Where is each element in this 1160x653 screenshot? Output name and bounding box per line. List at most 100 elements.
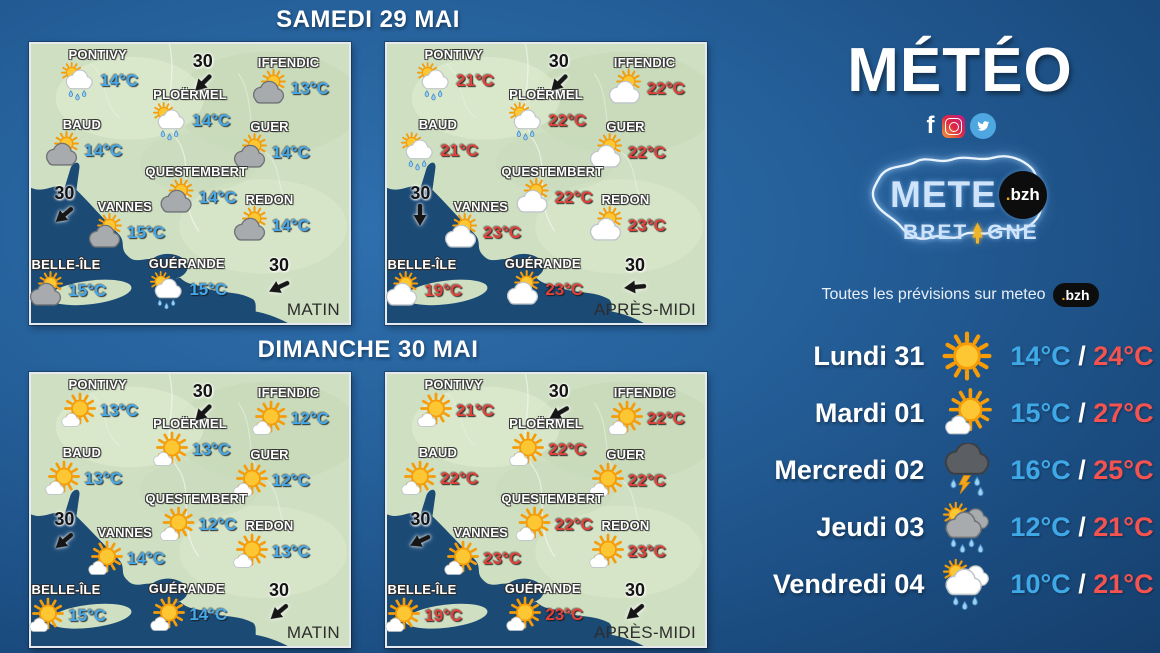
- city-forecast-pontivy: PONTIVY 13°C: [57, 377, 138, 431]
- city-name: PLOËRMEL: [153, 87, 227, 103]
- city-name: VANNES: [97, 198, 153, 214]
- city-forecast-guerande: GUÉRANDE 15°C: [146, 256, 227, 310]
- sun-cloud-rain-icon: [506, 101, 546, 141]
- city-forecast-belle-ile: BELLE-ÎLE 19°C: [381, 257, 462, 311]
- forecast-day: Jeudi 03: [816, 511, 925, 542]
- logo-wordmark: METE . bzh: [890, 171, 1047, 220]
- city-forecast-ploermel: PLOËRMEL 13°C: [150, 416, 230, 470]
- instagram-icon[interactable]: [941, 114, 965, 138]
- city-name: GUÉRANDE: [148, 580, 225, 596]
- city-name: PLOËRMEL: [509, 416, 583, 432]
- city-name: VANNES: [453, 198, 509, 214]
- period-label: APRÈS-MIDI: [593, 300, 696, 319]
- city-name: PONTIVY: [68, 46, 127, 62]
- city-temp: 12°C: [198, 514, 237, 534]
- bzh-badge: . bzh: [998, 171, 1047, 220]
- city-forecast-pontivy: PONTIVY 14°C: [57, 47, 138, 101]
- sun-cloud-rain-icon: [397, 131, 437, 171]
- city-forecast-questembert: QUESTEMBERT 14°C: [145, 164, 247, 218]
- city-name: REDON: [245, 191, 294, 207]
- forecast-temps: 16°C / 25°C: [1010, 454, 1154, 485]
- city-temp: 22°C: [554, 514, 593, 534]
- city-temp: 13°C: [100, 400, 139, 420]
- sun-cloud-icon: [381, 271, 421, 311]
- city-forecast-guer: GUER 22°C: [585, 447, 666, 501]
- city-temp: 23°C: [628, 542, 666, 562]
- forecast-day: Mardi 01: [814, 397, 925, 428]
- social-links: f: [925, 112, 996, 140]
- city-forecast-baud: BAUD 21°C: [397, 117, 478, 171]
- city-temp: 14°C: [127, 548, 166, 568]
- city-forecast-questembert: QUESTEMBERT 22°C: [501, 164, 603, 218]
- city-name: GUÉRANDE: [504, 580, 581, 596]
- city-temp: 15°C: [189, 280, 228, 300]
- city-forecast-questembert: QUESTEMBERT 22°C: [501, 491, 603, 545]
- temp-max: 24°C: [1093, 340, 1154, 371]
- sun-graycloud-rain-icon: [940, 500, 994, 554]
- map-dimanche-matin: PONTIVY 13°C IFFENDIC 12°C PLOËRMEL 13°C BAUD 1…: [29, 372, 351, 648]
- city-forecast-vannes: VANNES 15°C: [84, 199, 165, 253]
- temp-max: 27°C: [1093, 397, 1154, 428]
- city-forecast-belle-ile: BELLE-ÎLE 15°C: [25, 257, 106, 311]
- city-name: PONTIVY: [68, 376, 127, 392]
- city-name: VANNES: [97, 524, 153, 540]
- city-name: BELLE-ÎLE: [387, 257, 457, 273]
- wind-speed: 30: [410, 509, 431, 529]
- city-forecast-guerande: GUÉRANDE 23°C: [502, 256, 583, 310]
- sun-small-cloud-icon: [248, 399, 288, 439]
- city-forecast-guerande: GUÉRANDE 23°C: [502, 581, 583, 635]
- city-temp: 14°C: [189, 604, 228, 624]
- forecast-temps: 14°C / 24°C: [1010, 340, 1154, 371]
- brittany-coast-map: [31, 374, 349, 646]
- city-forecast-belle-ile: BELLE-ÎLE 15°C: [25, 582, 106, 636]
- city-name: BAUD: [418, 116, 458, 132]
- city-name: PLOËRMEL: [509, 87, 583, 103]
- wind-arrow-icon: [413, 203, 427, 226]
- logo-meteo-text: METE: [890, 174, 997, 216]
- tagline: Toutes les prévisions sur meteo . bzh: [821, 283, 1099, 308]
- wind-speed: 30: [269, 255, 290, 276]
- forecast-temps: 10°C / 21°C: [1010, 568, 1154, 599]
- map-samedi-matin: PONTIVY 14°C IFFENDIC 13°C PLOËRMEL 14°C BAUD 1…: [29, 42, 351, 325]
- sun-cloud-rain-icon: [57, 61, 97, 101]
- wind-speed: 30: [269, 579, 290, 600]
- maps-row-samedi: PONTIVY 14°C IFFENDIC 13°C PLOËRMEL 14°C BAUD 1…: [0, 42, 736, 325]
- wind-indicator: 30: [407, 510, 433, 554]
- wind-speed: 30: [192, 381, 213, 402]
- city-temp: 22°C: [554, 187, 593, 207]
- city-forecast-iffendic: IFFENDIC 13°C: [248, 55, 329, 109]
- city-forecast-questembert: QUESTEMBERT 12°C: [145, 491, 247, 545]
- sun-graycloud-icon: [25, 271, 65, 311]
- sun-cloud-icon: [502, 270, 542, 310]
- twitter-icon[interactable]: [969, 113, 996, 140]
- wind-speed: 30: [625, 579, 646, 600]
- city-temp: 23°C: [545, 280, 584, 300]
- city-temp: 14°C: [272, 143, 310, 163]
- sun-small-cloud-icon: [25, 596, 65, 636]
- wind-arrow-icon: [270, 603, 289, 619]
- city-forecast-vannes: VANNES 23°C: [440, 525, 521, 579]
- city-forecast-redon: REDON 14°C: [229, 192, 310, 246]
- brand-panel: MÉTÉO f METE . bzh: [760, 0, 1160, 653]
- wind-arrow-icon: [626, 603, 645, 619]
- city-temp: 23°C: [628, 215, 666, 235]
- city-name: GUÉRANDE: [504, 256, 581, 272]
- sun-small-cloud-icon: [84, 539, 124, 579]
- city-forecast-guerande: GUÉRANDE 14°C: [146, 581, 227, 635]
- forecast-row: Lundi 31 14°C / 24°C: [766, 329, 1154, 383]
- brittany-coast-map: [387, 374, 705, 646]
- facebook-icon[interactable]: f: [926, 112, 935, 140]
- wind-speed: 30: [410, 182, 431, 203]
- wind-arrow-icon: [410, 534, 431, 547]
- logo-bretagne-text: BRET GNE: [903, 221, 1039, 245]
- city-name: PONTIVY: [424, 376, 483, 392]
- city-name: IFFENDIC: [613, 55, 676, 71]
- city-forecast-vannes: VANNES 14°C: [84, 525, 165, 579]
- wind-indicator: 30: [622, 256, 648, 300]
- sun-cloud-icon: [604, 69, 644, 109]
- forecast-row: Jeudi 03 12°C / 21°C: [766, 500, 1154, 554]
- forecast-day: Lundi 31: [813, 340, 925, 371]
- wind-indicator: 30: [51, 510, 77, 554]
- sun-cloud-rain-icon: [413, 61, 453, 101]
- city-temp: 21°C: [456, 70, 495, 90]
